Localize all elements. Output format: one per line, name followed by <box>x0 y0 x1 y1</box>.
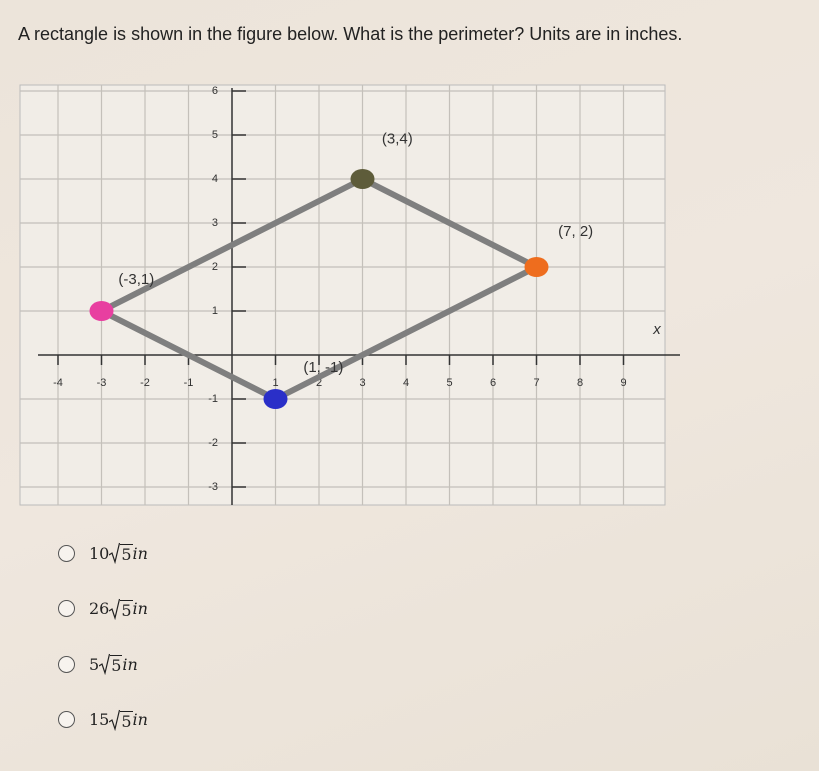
radical: 5 <box>109 598 133 620</box>
vertex-point <box>263 389 288 409</box>
x-tick-label: -2 <box>140 377 150 389</box>
coefficient: 15 <box>89 710 110 729</box>
x-tick-label: 8 <box>577 377 583 389</box>
x-tick-label: 5 <box>446 377 452 389</box>
x-tick-label: 9 <box>620 377 626 389</box>
y-tick-label: 2 <box>212 261 218 273</box>
coefficient: 5 <box>89 654 100 674</box>
vertex-point <box>350 169 375 189</box>
point-label: (3,4) <box>382 130 413 147</box>
coefficient: 10 <box>89 543 110 563</box>
y-tick-label: 3 <box>212 217 218 229</box>
unit: in <box>132 543 148 563</box>
point-label: (-3,1) <box>118 271 154 288</box>
unit: in <box>122 654 138 674</box>
y-tick-label: 6 <box>212 85 218 97</box>
radical: 5 <box>99 653 123 675</box>
radio-button[interactable] <box>58 655 75 673</box>
x-tick-label: 7 <box>533 377 539 389</box>
answer-option[interactable]: 15 5 in <box>58 708 148 732</box>
x-tick-label: 3 <box>359 377 365 389</box>
unit: in <box>132 599 148 618</box>
graph: -4 -3 -2 -1 1 2 3 4 5 6 7 8 9 6 5 4 3 2 1 -1 -2 -3 x (-3,1) (3,4… <box>19 84 680 506</box>
x-tick-label: 6 <box>490 377 496 389</box>
x-tick-label: 4 <box>403 377 409 389</box>
radio-button[interactable] <box>58 544 75 562</box>
radicand: 5 <box>120 710 133 731</box>
y-tick-label: 1 <box>212 305 218 317</box>
y-tick-label: 4 <box>212 173 218 185</box>
radical-sign <box>109 709 121 731</box>
x-tick-label: 1 <box>272 377 278 389</box>
graph-area <box>19 84 666 506</box>
x-tick-label: -3 <box>97 377 107 389</box>
radio-button[interactable] <box>58 600 75 617</box>
radical-sign <box>99 653 111 675</box>
point-label: (7, 2) <box>558 223 593 240</box>
radicand: 5 <box>110 655 123 675</box>
y-tick-label: -2 <box>208 437 218 449</box>
vertex-point <box>524 257 549 277</box>
y-tick-label: -1 <box>208 393 218 405</box>
radical: 5 <box>109 709 133 731</box>
radical-sign <box>109 542 121 564</box>
vertex-point <box>89 301 114 321</box>
radical: 5 <box>109 542 133 564</box>
radio-button[interactable] <box>58 711 75 728</box>
radicand: 5 <box>120 599 133 620</box>
x-tick-label: 2 <box>316 377 322 389</box>
question: A rectangle is shown in the figure below… <box>18 24 683 44</box>
x-axis-label: x <box>652 321 661 338</box>
unit: in <box>132 710 148 729</box>
y-tick-label: -3 <box>208 481 218 493</box>
y-tick-label: 5 <box>212 129 218 141</box>
answer-option[interactable]: 26 5 in <box>58 597 148 621</box>
radical-sign <box>109 598 121 620</box>
answer-option[interactable]: 5 5 in <box>58 652 138 676</box>
coefficient: 26 <box>89 599 110 618</box>
answer-option[interactable]: 10 5 in <box>58 541 148 565</box>
x-tick-label: -4 <box>53 377 63 389</box>
radicand: 5 <box>120 544 133 564</box>
point-label: (1, -1) <box>303 359 343 376</box>
x-tick-label: -1 <box>184 377 194 389</box>
